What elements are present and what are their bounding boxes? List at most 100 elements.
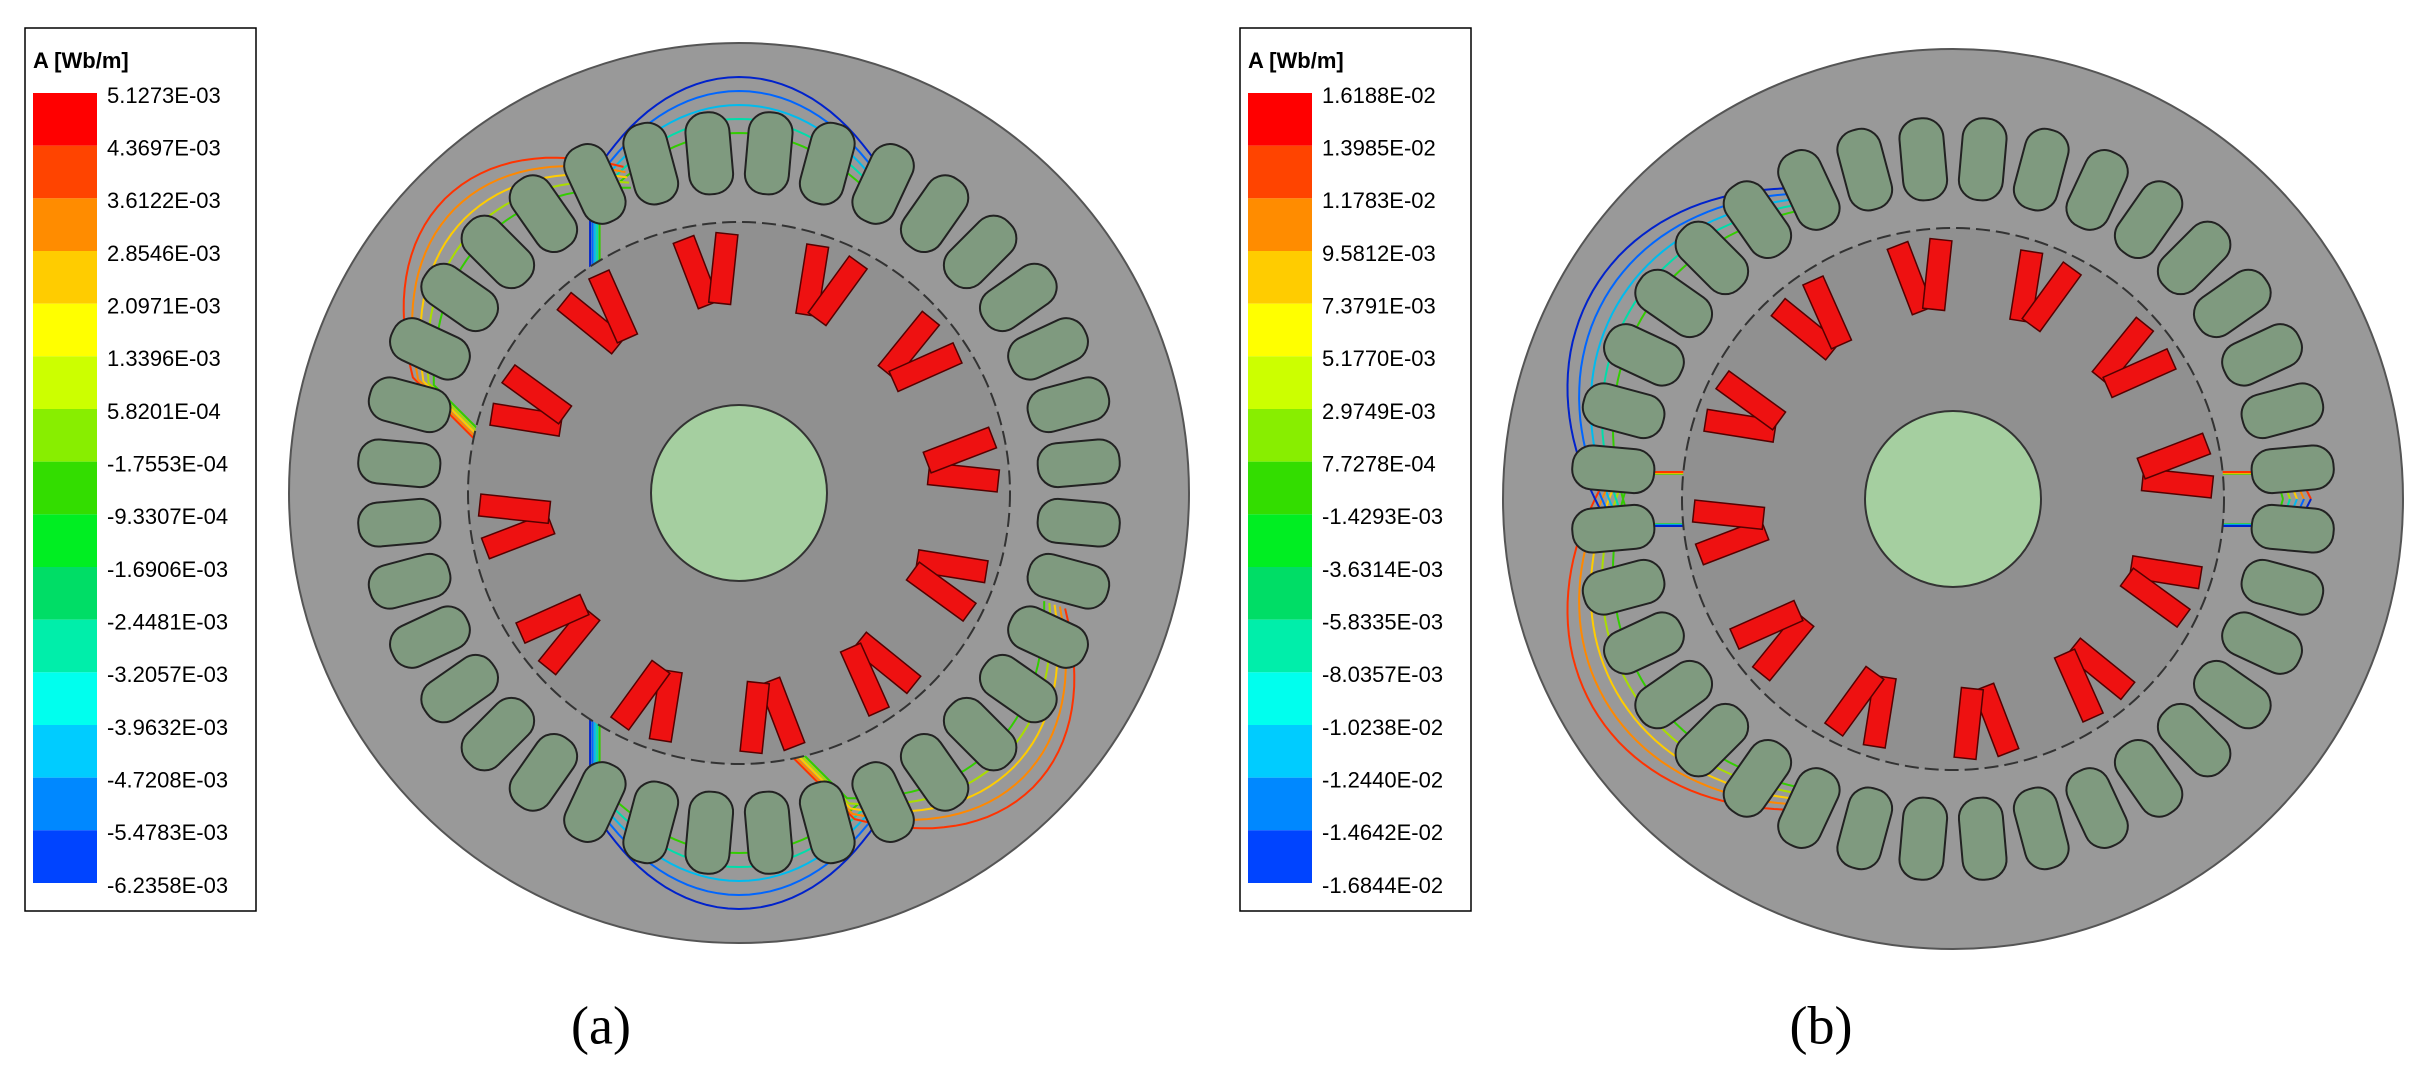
legend-swatch (33, 619, 97, 673)
stator-slot (851, 761, 915, 843)
legend-label: 5.8201E-04 (107, 399, 221, 424)
stator-slot (1634, 659, 1714, 730)
stator-slot (2156, 702, 2232, 778)
stator-slot (1026, 376, 1111, 434)
stator-slot (460, 214, 536, 290)
stator-slot (508, 732, 579, 812)
magnet (1823, 665, 1885, 738)
stator-slot (798, 121, 856, 206)
legend-label: 5.1273E-03 (107, 83, 221, 108)
stator-slot (357, 438, 442, 489)
magnet (587, 269, 639, 344)
magnet (1714, 369, 1787, 431)
stator-slot (1957, 117, 2008, 202)
legend-swatch (33, 356, 97, 409)
magnet (537, 605, 601, 676)
magnet (1770, 297, 1841, 361)
stator-slot (2221, 323, 2303, 387)
magnet (609, 659, 671, 732)
stator-slot (942, 696, 1018, 772)
magnet (2021, 260, 2083, 333)
stator-slot (563, 143, 627, 225)
legend-label: -3.9632E-03 (107, 715, 228, 740)
stator-slot (942, 214, 1018, 290)
legend-label: -1.7553E-04 (107, 451, 228, 476)
stator-slot (1026, 552, 1111, 610)
legend-label: 2.9749E-03 (1322, 399, 1436, 424)
stator-slot (1571, 503, 1656, 554)
legend-swatch (33, 251, 97, 304)
legend-label: -2.4481E-03 (107, 609, 228, 634)
stator-slot (2113, 738, 2184, 818)
legend-label: -1.2440E-02 (1322, 767, 1443, 792)
legend-label: 1.3985E-02 (1322, 135, 1436, 160)
stator-slot (2012, 786, 2070, 871)
legend-swatch (1248, 356, 1312, 409)
legend-swatch (1248, 251, 1312, 304)
magnet (888, 341, 963, 393)
stator-slot (2012, 127, 2070, 212)
legend-swatch (1248, 461, 1312, 515)
stator-slot (899, 174, 970, 254)
legend-swatch (1248, 830, 1312, 883)
legend-label: 1.1783E-02 (1322, 188, 1436, 213)
magnet (739, 680, 771, 755)
legend-swatch (33, 514, 97, 567)
magnet (1729, 599, 1804, 651)
stator-slot (798, 780, 856, 865)
magnet (2065, 637, 2136, 701)
stator-slot (1581, 382, 1666, 440)
legend-label: 5.1770E-03 (1322, 346, 1436, 371)
legend-label: -1.6906E-03 (107, 557, 228, 582)
legend-label: -1.6844E-02 (1322, 873, 1443, 898)
stator-slot (2240, 382, 2325, 440)
legend-swatch (1248, 145, 1312, 199)
legend-label: 1.6188E-02 (1322, 83, 1436, 108)
stator-slot (1581, 558, 1666, 616)
legend-swatch (33, 672, 97, 725)
legend-title: A [Wb/m] (33, 48, 129, 73)
stator-slot (563, 761, 627, 843)
legend-swatch (1248, 672, 1312, 725)
stator-slot (2192, 268, 2272, 339)
magnet (1801, 275, 1853, 350)
magnet (851, 631, 922, 695)
stator-slot (1898, 796, 1949, 881)
legend-label: 2.0971E-03 (107, 293, 221, 318)
legend-swatch (1248, 619, 1312, 673)
stator-slot (1007, 317, 1089, 381)
magnet (2119, 567, 2192, 629)
stator-slot (1036, 497, 1121, 548)
stator-slot (367, 552, 452, 610)
panel: A [Wb/m] 5.1273E-03 4.3697E-03 3.6122E-03 2.… (24, 27, 1190, 1055)
stator-slot (389, 317, 471, 381)
magnet (758, 676, 806, 752)
legend-label: 2.8546E-03 (107, 241, 221, 266)
stator-slot (460, 696, 536, 772)
stator-slot (684, 790, 735, 875)
magnet (839, 642, 891, 717)
stator-slot (1957, 796, 2008, 881)
shaft (1864, 410, 2042, 588)
legend-swatch (33, 725, 97, 778)
legend-swatch (33, 830, 97, 883)
legend-label: 7.7278E-04 (1322, 451, 1436, 476)
stator-slot (420, 653, 500, 724)
legend-swatch (33, 145, 97, 199)
stator-slot (1634, 268, 1714, 339)
caption: (a) (571, 995, 631, 1055)
legend-label: -6.2358E-03 (107, 873, 228, 898)
stator-slot (622, 780, 680, 865)
magnet (1972, 682, 2020, 758)
legend-swatch (1248, 93, 1312, 146)
legend-label: -1.0238E-02 (1322, 715, 1443, 740)
stator-slot (1603, 611, 1685, 675)
stator-slot (1777, 767, 1841, 849)
legend-swatch (33, 777, 97, 831)
legend-label: -4.7208E-03 (107, 767, 228, 792)
stator-slot (2221, 611, 2303, 675)
magnet (477, 493, 552, 525)
stator-slot (2156, 220, 2232, 296)
legend-label: -3.2057E-03 (107, 662, 228, 687)
magnet (707, 231, 739, 306)
